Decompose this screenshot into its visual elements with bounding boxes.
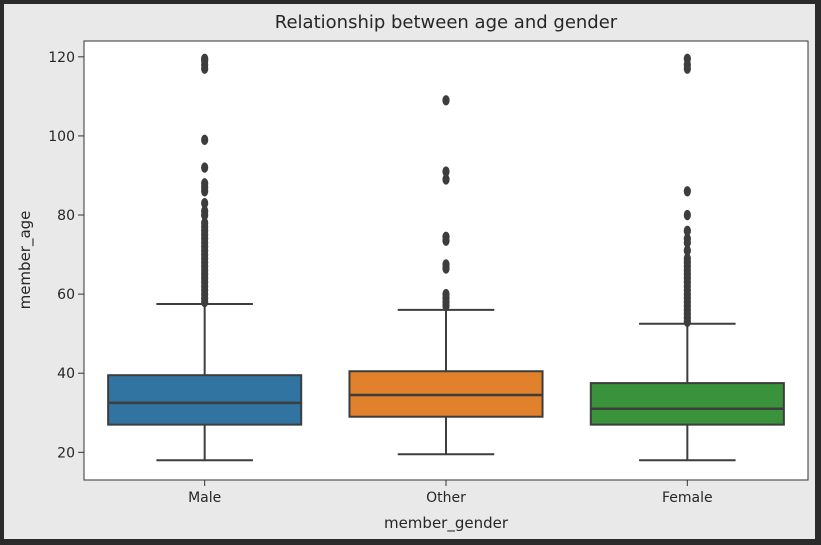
- x-tick-label: Other: [426, 490, 466, 506]
- y-tick-label: 100: [48, 129, 75, 145]
- y-tick-label: 80: [57, 208, 75, 224]
- y-tick-label: 40: [57, 366, 75, 382]
- outlier-point: [201, 162, 209, 173]
- x-axis-label: member_gender: [384, 514, 509, 533]
- figure-canvas: Relationship between age and gender memb…: [4, 4, 815, 539]
- boxes-layer: [107, 53, 785, 462]
- outlier-point: [201, 53, 209, 64]
- outlier-point: [201, 217, 209, 229]
- y-tick-label: 120: [48, 50, 75, 66]
- outlier-point: [683, 209, 691, 221]
- outlier-point: [442, 95, 450, 106]
- outlier-point: [442, 259, 450, 270]
- outlier-point: [683, 225, 691, 237]
- outlier-point: [442, 174, 450, 185]
- x-axis: Male Other Female: [188, 480, 713, 506]
- outlier-point: [683, 186, 691, 197]
- boxplot-chart: Relationship between age and gender memb…: [16, 12, 809, 533]
- outlier-point: [201, 178, 209, 189]
- outlier-point: [683, 233, 691, 244]
- box-iqr: [589, 382, 785, 426]
- outlier-point: [683, 245, 691, 256]
- chart-title: Relationship between age and gender: [275, 12, 618, 33]
- box-iqr: [107, 374, 303, 426]
- outlier-point: [442, 231, 450, 242]
- x-tick-label: Female: [662, 490, 713, 506]
- outlier-point: [683, 253, 691, 264]
- box-group-other: [348, 95, 544, 456]
- outlier-point: [442, 166, 450, 177]
- x-tick-label: Male: [188, 490, 221, 506]
- outlier-point: [201, 205, 209, 217]
- y-axis: 20 40 60 80 100 120: [48, 50, 84, 461]
- box-group-female: [589, 53, 785, 462]
- outlier-point: [201, 134, 209, 146]
- y-tick-label: 20: [57, 445, 75, 461]
- outlier-point: [201, 197, 209, 209]
- y-tick-label: 60: [57, 287, 75, 303]
- box-group-male: [107, 53, 303, 462]
- outlier-point: [442, 288, 450, 300]
- y-axis-label: member_age: [16, 211, 35, 310]
- outlier-point: [683, 53, 691, 64]
